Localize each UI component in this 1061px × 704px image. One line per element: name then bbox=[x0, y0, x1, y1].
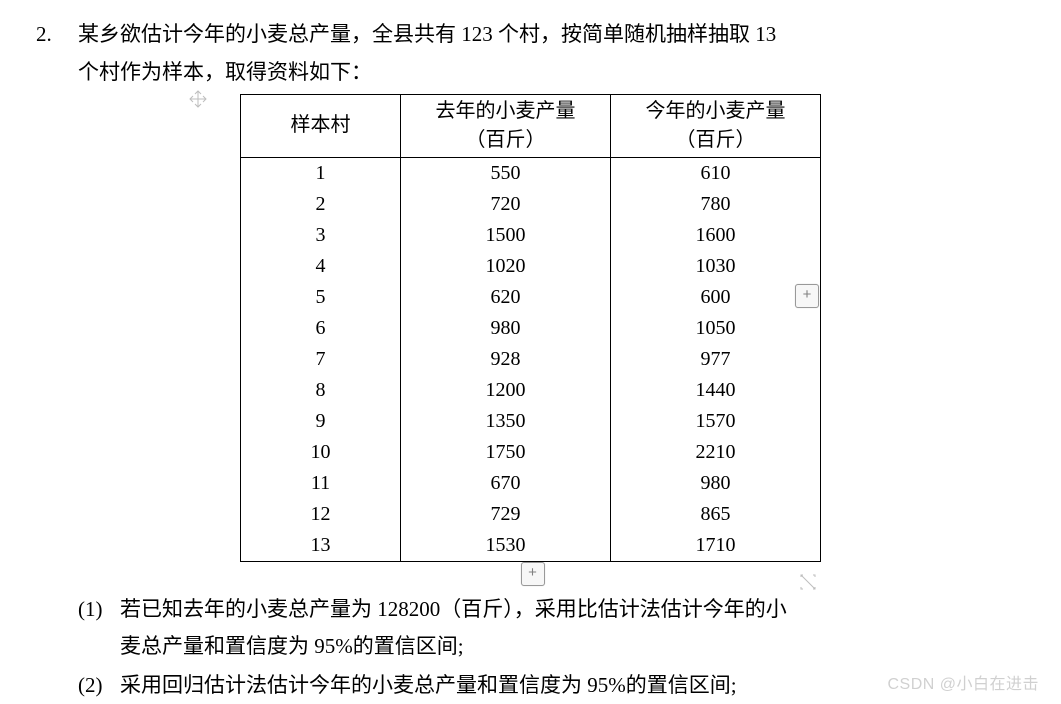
cell-a: 5 bbox=[241, 282, 401, 313]
cell-a: 10 bbox=[241, 437, 401, 468]
q-text-1b: 个村，按简单随机抽样抽取 bbox=[493, 22, 756, 46]
table-row: 69801050 bbox=[241, 313, 821, 344]
cell-b: 1530 bbox=[401, 530, 611, 562]
cell-b: 670 bbox=[401, 468, 611, 499]
table-row: 1017502210 bbox=[241, 437, 821, 468]
sq1-2b: 的置信区间; bbox=[353, 634, 464, 658]
cell-a: 8 bbox=[241, 375, 401, 406]
th-c-l2: （百斤） bbox=[619, 126, 812, 155]
table-row: 5620600 bbox=[241, 282, 821, 313]
th-this-year: 今年的小麦产量 （百斤） bbox=[611, 94, 821, 157]
sq1-1b: （百斤），采用比估计法估计今年的小 bbox=[440, 597, 787, 621]
watermark: CSDN @小白在进击 bbox=[887, 670, 1039, 694]
cell-b: 928 bbox=[401, 344, 611, 375]
th-c-l1: 今年的小麦产量 bbox=[619, 97, 812, 126]
q-text-1a: 某乡欲估计今年的小麦总产量，全县共有 bbox=[78, 22, 461, 46]
cell-c: 980 bbox=[611, 468, 821, 499]
sub-q1-line2: 麦总产量和置信度为 95%的置信区间; bbox=[78, 628, 1025, 666]
table-row: 7928977 bbox=[241, 344, 821, 375]
cell-a: 7 bbox=[241, 344, 401, 375]
page: 2. 某乡欲估计今年的小麦总产量，全县共有 123 个村，按简单随机抽样抽取 1… bbox=[0, 0, 1061, 704]
cell-b: 1200 bbox=[401, 375, 611, 406]
table-row: 410201030 bbox=[241, 251, 821, 282]
cell-c: 610 bbox=[611, 157, 821, 189]
cell-b: 729 bbox=[401, 499, 611, 530]
sq1-1a: 若已知去年的小麦总产量为 bbox=[120, 597, 377, 621]
cell-c: 1570 bbox=[611, 406, 821, 437]
cell-c: 977 bbox=[611, 344, 821, 375]
question-text-line-2: 个村作为样本，取得资料如下： bbox=[36, 54, 1025, 92]
cell-a: 3 bbox=[241, 220, 401, 251]
cell-b: 1350 bbox=[401, 406, 611, 437]
sub-q1-num: (1) bbox=[78, 590, 120, 629]
cell-c: 1050 bbox=[611, 313, 821, 344]
th-b-l2: （百斤） bbox=[409, 126, 602, 155]
cell-c: 780 bbox=[611, 189, 821, 220]
cell-c: 1600 bbox=[611, 220, 821, 251]
question-line-1: 2. 某乡欲估计今年的小麦总产量，全县共有 123 个村，按简单随机抽样抽取 1… bbox=[36, 16, 1025, 54]
cell-c: 1030 bbox=[611, 251, 821, 282]
cell-a: 2 bbox=[241, 189, 401, 220]
cell-b: 980 bbox=[401, 313, 611, 344]
resize-handle-icon[interactable] bbox=[799, 566, 817, 584]
data-table: 样本村 去年的小麦产量 （百斤） 今年的小麦产量 （百斤） 1550610 27… bbox=[240, 94, 821, 562]
cell-a: 6 bbox=[241, 313, 401, 344]
cell-c: 1710 bbox=[611, 530, 821, 562]
cell-a: 1 bbox=[241, 157, 401, 189]
table-header-row: 样本村 去年的小麦产量 （百斤） 今年的小麦产量 （百斤） bbox=[241, 94, 821, 157]
question-number: 2. bbox=[36, 16, 78, 54]
sq1-1num: 128200 bbox=[377, 597, 440, 621]
cell-a: 12 bbox=[241, 499, 401, 530]
table-row: 1550610 bbox=[241, 157, 821, 189]
add-column-button[interactable]: + bbox=[795, 284, 819, 308]
data-table-wrap: 样本村 去年的小麦产量 （百斤） 今年的小麦产量 （百斤） 1550610 27… bbox=[36, 92, 1025, 562]
cell-a: 11 bbox=[241, 468, 401, 499]
cell-c: 865 bbox=[611, 499, 821, 530]
sq2-1b: 的置信区间; bbox=[626, 673, 737, 697]
sq1-2num: 95% bbox=[314, 634, 353, 658]
cell-a: 4 bbox=[241, 251, 401, 282]
sub-q1-line1: (1) 若已知去年的小麦总产量为 128200（百斤），采用比估计法估计今年的小 bbox=[78, 590, 1025, 629]
sq1-2a: 麦总产量和置信度为 bbox=[120, 634, 314, 658]
table-row: 913501570 bbox=[241, 406, 821, 437]
sq2-1num: 95% bbox=[587, 673, 626, 697]
cell-b: 1750 bbox=[401, 437, 611, 468]
question-text-line-1: 某乡欲估计今年的小麦总产量，全县共有 123 个村，按简单随机抽样抽取 13 bbox=[78, 16, 1025, 54]
cell-c: 2210 bbox=[611, 437, 821, 468]
table-row: 2720780 bbox=[241, 189, 821, 220]
sub-q2-line1: (2) 采用回归估计法估计今年的小麦总产量和置信度为 95%的置信区间; bbox=[78, 666, 1025, 704]
cell-b: 620 bbox=[401, 282, 611, 313]
add-row-button[interactable]: + bbox=[521, 562, 545, 586]
table-row: 1315301710 bbox=[241, 530, 821, 562]
table-row: 11670980 bbox=[241, 468, 821, 499]
sq2-1a: 采用回归估计法估计今年的小麦总产量和置信度为 bbox=[120, 673, 587, 697]
q-text-num1: 123 bbox=[461, 22, 493, 46]
th-last-year: 去年的小麦产量 （百斤） bbox=[401, 94, 611, 157]
cell-a: 9 bbox=[241, 406, 401, 437]
table-row: 812001440 bbox=[241, 375, 821, 406]
cell-b: 1500 bbox=[401, 220, 611, 251]
sub-questions: (1) 若已知去年的小麦总产量为 128200（百斤），采用比估计法估计今年的小… bbox=[36, 590, 1025, 704]
table-row: 12729865 bbox=[241, 499, 821, 530]
sub-q2-num: (2) bbox=[78, 666, 120, 704]
sub-q1-text1: 若已知去年的小麦总产量为 128200（百斤），采用比估计法估计今年的小 bbox=[120, 590, 1025, 629]
cell-c: 1440 bbox=[611, 375, 821, 406]
cell-b: 720 bbox=[401, 189, 611, 220]
cell-b: 550 bbox=[401, 157, 611, 189]
th-sample-village: 样本村 bbox=[241, 94, 401, 157]
q-text-num2: 13 bbox=[755, 22, 776, 46]
table-row: 315001600 bbox=[241, 220, 821, 251]
cell-c: 600 bbox=[611, 282, 821, 313]
th-b-l1: 去年的小麦产量 bbox=[409, 97, 602, 126]
th-a-l1: 样本村 bbox=[249, 111, 392, 140]
table-body: 1550610 2720780 315001600 410201030 5620… bbox=[241, 157, 821, 561]
cell-a: 13 bbox=[241, 530, 401, 562]
cell-b: 1020 bbox=[401, 251, 611, 282]
